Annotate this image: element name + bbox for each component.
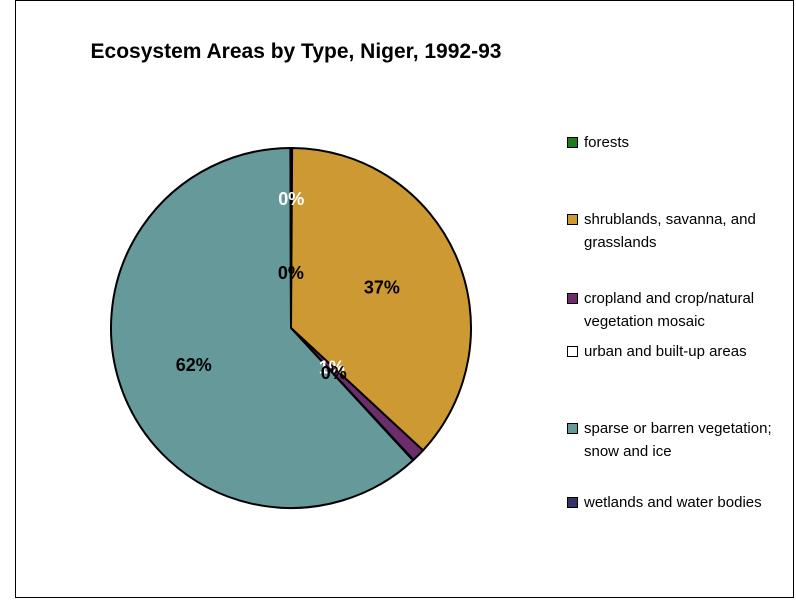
chart-title: Ecosystem Areas by Type, Niger, 1992-93 bbox=[90, 40, 502, 63]
legend-label: forests bbox=[584, 134, 630, 151]
legend-label: sparse or barren vegetation; snow and ic… bbox=[584, 420, 772, 460]
data-label-urban-and-built-up-areas: 0% bbox=[321, 363, 347, 383]
legend-swatch bbox=[567, 214, 578, 225]
legend-label: shrublands, savanna, and grasslands bbox=[584, 211, 756, 251]
data-label-cropland-and-crop-natural-vegetation-mosaic: 1% bbox=[319, 357, 345, 377]
legend-swatch bbox=[567, 423, 578, 434]
pie-chart: 0%37%1%0%62%0% bbox=[110, 146, 472, 509]
pie-slice-shrublands-savanna-and-grasslands bbox=[290, 147, 472, 452]
pie-slice-wetlands-and-water-bodies bbox=[289, 146, 292, 329]
data-label-sparse-or-barren-vegetation-snow-and-ice: 62% bbox=[176, 355, 212, 375]
legend-swatch bbox=[567, 137, 578, 148]
legend-swatch bbox=[567, 497, 578, 508]
legend-swatch bbox=[567, 293, 578, 304]
data-label-forests: 0% bbox=[278, 189, 304, 209]
pie-slice-sparse-or-barren-vegetation-snow-and-ice bbox=[110, 147, 414, 509]
legend-label: wetlands and water bodies bbox=[584, 494, 762, 511]
data-label-wetlands-and-water-bodies: 0% bbox=[278, 263, 304, 283]
legend-label: cropland and crop/natural vegetation mos… bbox=[584, 290, 755, 330]
chart-frame: Ecosystem Areas by Type, Niger, 1992-93 … bbox=[15, 0, 794, 598]
legend-label: urban and built-up areas bbox=[584, 343, 747, 360]
legend-swatch bbox=[567, 346, 578, 357]
data-label-shrublands-savanna-and-grasslands: 37% bbox=[364, 277, 400, 297]
